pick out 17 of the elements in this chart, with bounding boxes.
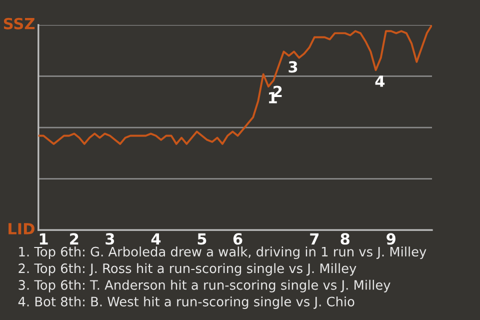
x-tick-label: 1 (40, 233, 48, 244)
text: SSZ (4, 18, 35, 30)
text: 1. Top 6th: G. Arboleda drew a walk, driving in 1 run vs J. Milley (19, 246, 426, 260)
text: 2. Top 6th: J. Ross hit a run-scoring single vs J. Milley (18, 263, 356, 276)
x-tick-label: 7 (310, 233, 319, 244)
x-tick-label: 6 (233, 233, 242, 245)
x-tick-label: 4 (151, 233, 161, 244)
x-tick-label: 9 (386, 233, 396, 245)
annotation: 3 (288, 61, 298, 73)
text: 3. Top 6th: T. Anderson hit a run-scoring single vs J. Milley (18, 280, 390, 292)
x-tick-label: 5 (198, 233, 206, 245)
text: LID (8, 223, 34, 234)
x-tick-label: 2 (70, 233, 78, 244)
text: 4. Bot 8th: B. West hit a run-scoring single vs J. Chio (18, 296, 354, 309)
x-tick-label: 8 (340, 233, 350, 245)
annotation: 4 (375, 76, 385, 87)
x-tick-label: 3 (106, 233, 114, 245)
